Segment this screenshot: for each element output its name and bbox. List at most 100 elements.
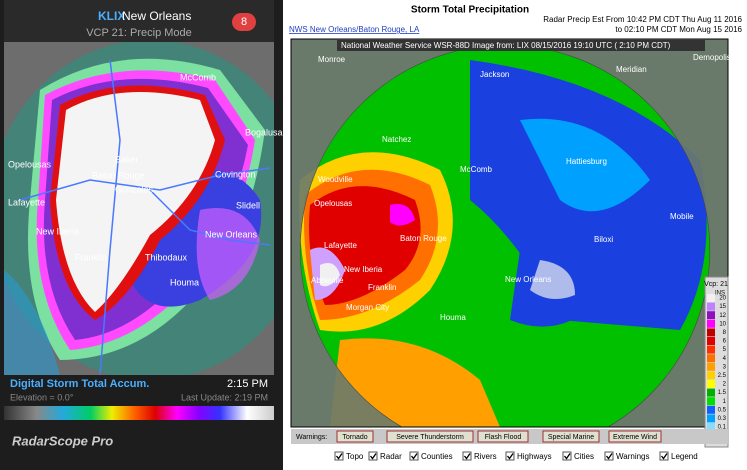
warning-button[interactable]	[608, 430, 662, 443]
office-link[interactable]: NWS New Orleans/Baton Rouge, LA	[289, 25, 420, 34]
map-city: New Iberia	[344, 265, 383, 274]
legend-swatch	[707, 328, 715, 337]
radar-shape	[196, 208, 260, 300]
warning-label: Severe Thunderstorm	[396, 434, 464, 441]
checkmark	[410, 453, 418, 460]
legend-label: 10	[719, 321, 726, 327]
badge[interactable]	[232, 13, 256, 31]
legend-label: 0.5	[718, 407, 727, 413]
legend-swatch	[707, 311, 715, 320]
legend-label: 3	[723, 364, 727, 370]
range-from: Radar Precip Est From 10:42 PM CDT Thu A…	[543, 15, 742, 24]
legend-swatch	[707, 388, 715, 397]
city-label: Gonzales	[115, 184, 154, 194]
layer-toggles: Topo Radar Counties Rivers Highways Cities War…	[334, 451, 698, 461]
legend-swatch	[707, 414, 715, 423]
city-label: Covington	[215, 169, 256, 179]
checkmark	[369, 453, 377, 460]
city-label: Baker	[115, 154, 139, 164]
legend-swatch	[707, 371, 715, 380]
page-title: Storm Total Precipitation	[411, 5, 529, 16]
layer-checkbox[interactable]	[334, 451, 344, 461]
city-label: Baton Rouge	[92, 170, 145, 180]
legend-swatch	[707, 423, 715, 431]
elevation: Elevation = 0.0°	[10, 392, 74, 402]
checkmark	[335, 453, 343, 460]
brand: RadarScope Pro	[12, 433, 113, 448]
map-city: New Orleans	[505, 275, 551, 284]
legend-label: 0.3	[718, 416, 727, 422]
warning-button[interactable]	[477, 430, 529, 443]
legend-swatch	[707, 319, 715, 328]
legend-label: 8	[723, 330, 727, 336]
radar-shape	[149, 189, 271, 246]
station-name: New Orleans	[122, 9, 191, 23]
map-city: Houma	[440, 313, 466, 322]
product-name: Digital Storm Total Accum.	[10, 378, 149, 390]
product-time: 2:15 PM	[227, 378, 268, 390]
layer-checkbox[interactable]	[409, 451, 419, 461]
legend-label: 5	[723, 347, 727, 353]
warning-label: Flash Flood	[485, 434, 522, 441]
legend-label: 4	[723, 356, 727, 362]
map-city: Jackson	[480, 70, 509, 79]
legend-label: 15	[719, 304, 726, 310]
map-city: Franklin	[368, 283, 396, 292]
warning-button[interactable]	[542, 430, 600, 443]
legend-label: 6	[723, 339, 727, 345]
layer-checkbox[interactable]	[505, 451, 515, 461]
radar-shape	[320, 262, 340, 287]
legend-units: INS	[715, 291, 725, 297]
radar-shape	[330, 338, 500, 427]
radar-view	[4, 42, 274, 375]
map-city: Monroe	[318, 55, 346, 64]
legend-label: 2	[723, 382, 727, 388]
range-to: to 02:10 PM CDT Mon Aug 15 2016	[615, 25, 742, 34]
legend-label: 1.5	[718, 390, 727, 396]
layer-label: Cities	[574, 452, 594, 461]
layer-checkbox[interactable]	[368, 451, 378, 461]
city-label: Bogalusa	[245, 127, 283, 137]
layer-label: Highways	[517, 452, 552, 461]
layer-label: Rivers	[474, 452, 497, 461]
map-city: Lafayette	[324, 241, 357, 250]
legend-label: 0.1	[718, 425, 727, 431]
layer-checkbox[interactable]	[659, 451, 669, 461]
layer-label: Radar	[380, 452, 402, 461]
radar-shape	[390, 204, 415, 226]
app-header	[4, 0, 274, 42]
layer-label: Topo	[346, 452, 364, 461]
station-id: KLIX	[98, 9, 125, 23]
city-label: Opelousas	[8, 159, 52, 169]
radar-shape	[337, 40, 705, 51]
map-city: Demopolis	[693, 53, 731, 62]
layer-label: Legend	[671, 452, 698, 461]
map-city: Opelousas	[314, 199, 352, 208]
legend-label: 20	[719, 296, 726, 302]
warning-button[interactable]	[336, 430, 374, 443]
layer-checkbox[interactable]	[562, 451, 572, 461]
image-caption: National Weather Service WSR-88D Image f…	[341, 41, 671, 50]
map-city: McComb	[460, 165, 493, 174]
checkmark	[563, 453, 571, 460]
city-label: Thibodaux	[145, 252, 188, 262]
warning-label: Tornado	[342, 434, 367, 441]
layer-checkbox[interactable]	[604, 451, 614, 461]
legend-swatch	[707, 302, 715, 311]
map-frame	[290, 38, 729, 428]
radar-shape	[19, 167, 271, 201]
legend-label: 12	[719, 313, 726, 319]
map-city: Hattiesburg	[566, 157, 607, 166]
legend-swatch	[707, 345, 715, 354]
city-label: New Orleans	[205, 229, 258, 239]
checkmark	[605, 453, 613, 460]
warning-buttons: Tornado Severe Thunderstorm Flash Flood Spe…	[336, 430, 662, 443]
radar-shape	[520, 118, 650, 212]
radar-mode: VCP 21: Precip Mode	[86, 27, 192, 39]
city-label: Lafayette	[8, 197, 45, 207]
legend-swatch	[707, 397, 715, 406]
layer-checkbox[interactable]	[462, 451, 472, 461]
warning-button[interactable]	[386, 430, 474, 443]
legend-swatch	[707, 294, 715, 302]
